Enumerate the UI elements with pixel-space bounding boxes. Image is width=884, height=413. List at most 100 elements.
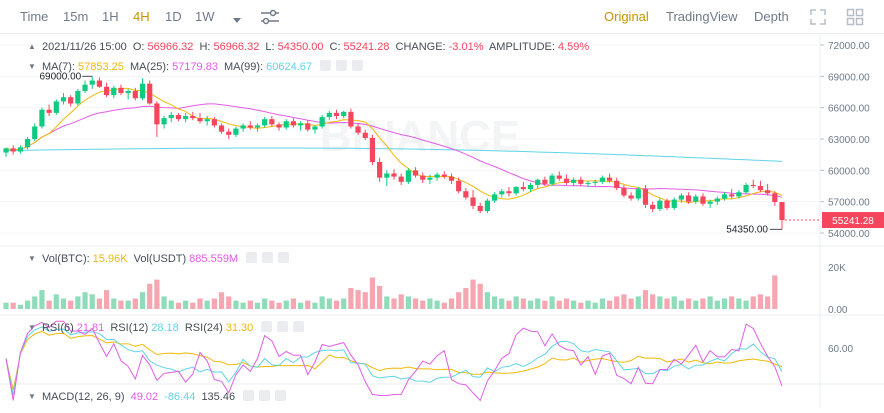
grid-layout-icon[interactable]: [846, 8, 864, 31]
candle-body: [233, 128, 239, 135]
interval-1w[interactable]: 1W: [195, 9, 215, 24]
volume-bar: [765, 296, 771, 309]
view-original[interactable]: Original: [604, 9, 649, 24]
ohlc-legend: ▲ 2021/11/26 15:00 O: 56966.32 H: 56966.32…: [28, 41, 590, 53]
chevron-collapse-icon[interactable]: ▼: [28, 392, 36, 401]
ma99-line: [5, 147, 783, 162]
candle-body: [398, 176, 404, 182]
volume-bar: [362, 292, 368, 309]
candle-body: [585, 182, 591, 184]
eye-icon[interactable]: [246, 252, 258, 263]
candle-body: [175, 114, 182, 120]
candle-body: [427, 177, 433, 180]
volume-bar: [211, 298, 217, 309]
rsi24-value: 31.30: [225, 322, 254, 334]
settings-icon[interactable]: [277, 321, 289, 332]
volume-bar: [10, 302, 16, 309]
interval-1h[interactable]: 1H: [102, 9, 119, 24]
candle-body: [506, 191, 512, 194]
volume-bar: [154, 279, 160, 309]
chevron-collapse-icon[interactable]: ▼: [28, 62, 36, 71]
candle-body: [319, 117, 325, 127]
volume-bar: [17, 304, 23, 309]
candle-body: [240, 125, 246, 129]
volume-bar: [470, 279, 476, 309]
chevron-down-icon[interactable]: [232, 12, 242, 30]
chart-area[interactable]: BINANCE 72000.00 69000.00 66000.00 63000.00…: [0, 34, 884, 408]
settings-icon[interactable]: [262, 252, 274, 263]
volume-bar: [384, 296, 390, 309]
ohlc-high: 56966.32: [213, 41, 260, 53]
candle-body: [678, 195, 685, 200]
candle-body: [628, 195, 634, 199]
volume-bar: [491, 296, 498, 309]
interval-4h[interactable]: 4H: [133, 9, 150, 24]
settings-sliders-icon[interactable]: [260, 9, 280, 30]
eye-icon[interactable]: [261, 321, 273, 332]
volume-bar: [39, 290, 45, 309]
volume-bar: [355, 290, 361, 309]
fullscreen-icon[interactable]: [809, 8, 827, 31]
interval-1d[interactable]: 1D: [165, 9, 182, 24]
eye-icon[interactable]: [243, 390, 255, 401]
volume-bar: [46, 300, 52, 309]
volume-bar: [671, 296, 677, 309]
rsi12-value: 28.18: [151, 322, 179, 334]
candle-body: [355, 126, 361, 133]
candle-body: [269, 119, 275, 125]
candle-body: [362, 132, 368, 138]
volume-bar: [736, 298, 742, 309]
candle-body: [736, 192, 742, 197]
chevron-collapse-icon[interactable]: ▼: [28, 323, 36, 332]
volume-bar: [96, 298, 103, 309]
ma25-value: 57179.83: [172, 61, 218, 73]
volume-bar: [664, 298, 670, 309]
rsi-legend: ▼ RSI(6) 21.81 RSI(12) 28.18 RSI(24) 31.30: [28, 321, 307, 334]
candle-body: [721, 194, 728, 199]
candle-body: [650, 204, 656, 209]
volume-bar: [290, 298, 297, 309]
volume-bar: [276, 302, 282, 309]
candle-body: [312, 126, 318, 130]
volume-bar: [556, 300, 562, 309]
interval-15m[interactable]: 15m: [63, 9, 89, 24]
candle-body: [671, 199, 677, 208]
close-icon[interactable]: [278, 252, 290, 263]
candle-body: [456, 180, 462, 192]
view-depth[interactable]: Depth: [754, 9, 789, 24]
settings-icon[interactable]: [259, 390, 271, 401]
volume-bar: [513, 296, 519, 309]
candle-body: [542, 179, 548, 184]
close-icon[interactable]: [275, 390, 287, 401]
volume-bar: [642, 290, 649, 309]
settings-icon[interactable]: [336, 60, 348, 71]
candle-body: [60, 97, 67, 102]
close-icon[interactable]: [293, 321, 305, 332]
interval-time[interactable]: Time: [20, 9, 49, 24]
volume-bar: [549, 296, 555, 309]
volume-bar: [348, 288, 354, 309]
candle-body: [183, 116, 189, 120]
volume-bar: [398, 294, 404, 309]
candle-body: [82, 84, 88, 91]
volume-bar: [757, 294, 764, 309]
chevron-collapse-icon[interactable]: ▼: [28, 254, 36, 263]
candle-body: [384, 173, 390, 178]
chevron-collapse-icon[interactable]: ▲: [28, 42, 36, 51]
view-tradingview[interactable]: TradingView: [666, 9, 738, 24]
volume-bar: [743, 300, 749, 309]
eye-icon[interactable]: [320, 60, 332, 71]
volume-bar: [714, 300, 720, 309]
candle-body: [111, 87, 117, 96]
volume-bar: [506, 300, 512, 309]
volume-bar: [3, 302, 9, 309]
close-icon[interactable]: [352, 60, 364, 71]
candle-body: [592, 181, 598, 183]
candle-body: [571, 179, 577, 183]
current-price-tag: [822, 212, 884, 229]
candle-body: [326, 112, 332, 118]
volume-bar: [197, 298, 203, 309]
candle-body: [211, 119, 217, 126]
candle-body: [779, 202, 785, 221]
candlestick-chart[interactable]: BINANCE 72000.0069000.0066000.0063000.00…: [0, 34, 884, 408]
